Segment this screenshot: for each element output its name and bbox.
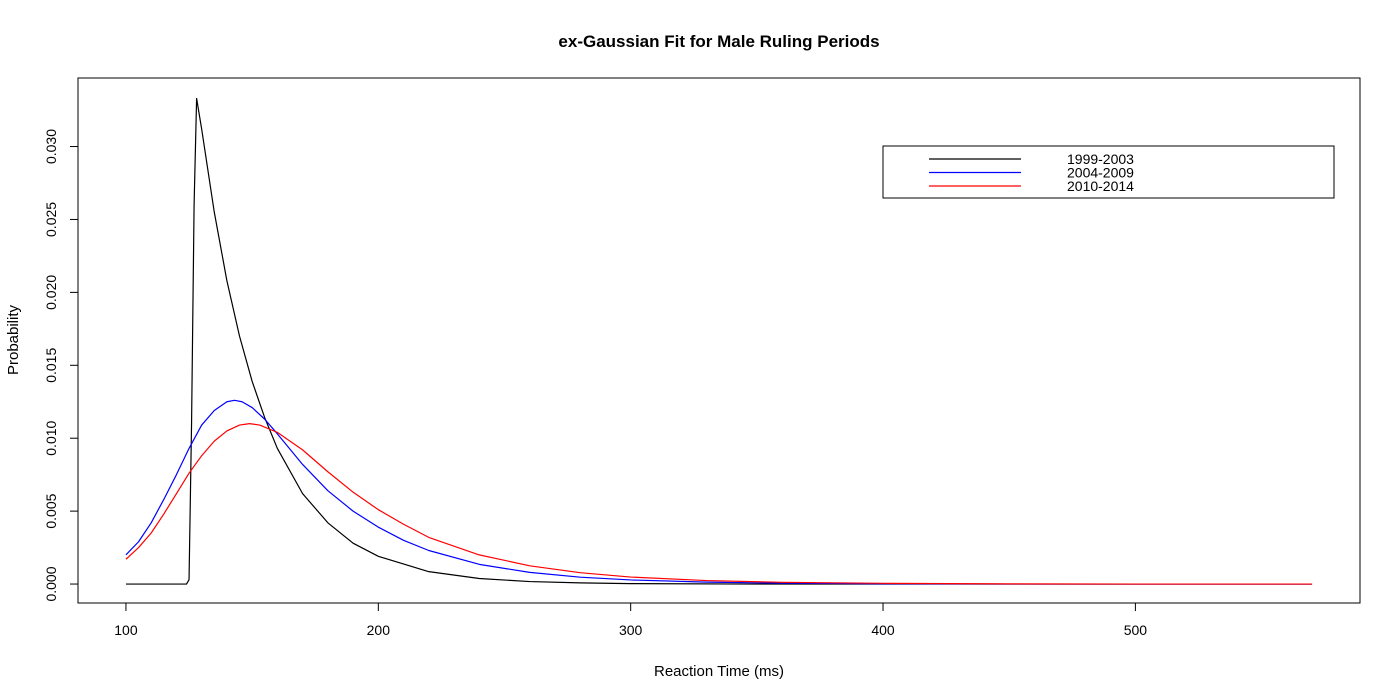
x-axis-title: Reaction Time (ms) <box>654 663 784 680</box>
x-tick-label: 400 <box>871 622 895 638</box>
x-tick-label: 500 <box>1124 622 1148 638</box>
legend-label-2010-2014: 2010-2014 <box>1067 178 1134 194</box>
y-tick-label: 0.025 <box>43 202 59 237</box>
y-axis-title: Probability <box>5 304 22 375</box>
y-tick-label: 0.000 <box>43 566 59 601</box>
x-tick-label: 200 <box>367 622 391 638</box>
series-line-2010-2014 <box>125 423 1313 585</box>
y-tick-label: 0.005 <box>43 493 59 528</box>
y-tick-label: 0.030 <box>43 129 59 164</box>
legend-label-1999-2003: 1999-2003 <box>1067 151 1134 167</box>
y-tick-label: 0.020 <box>43 275 59 310</box>
x-tick-label: 300 <box>619 622 643 638</box>
y-tick-label: 0.010 <box>43 420 59 455</box>
series-line-1999-2003 <box>125 97 1313 585</box>
series-line-2004-2009 <box>125 399 1313 585</box>
y-tick-label: 0.015 <box>43 348 59 383</box>
x-tick-label: 100 <box>114 622 138 638</box>
chart-title: ex-Gaussian Fit for Male Ruling Periods <box>558 32 879 51</box>
legend-label-2004-2009: 2004-2009 <box>1067 165 1134 181</box>
